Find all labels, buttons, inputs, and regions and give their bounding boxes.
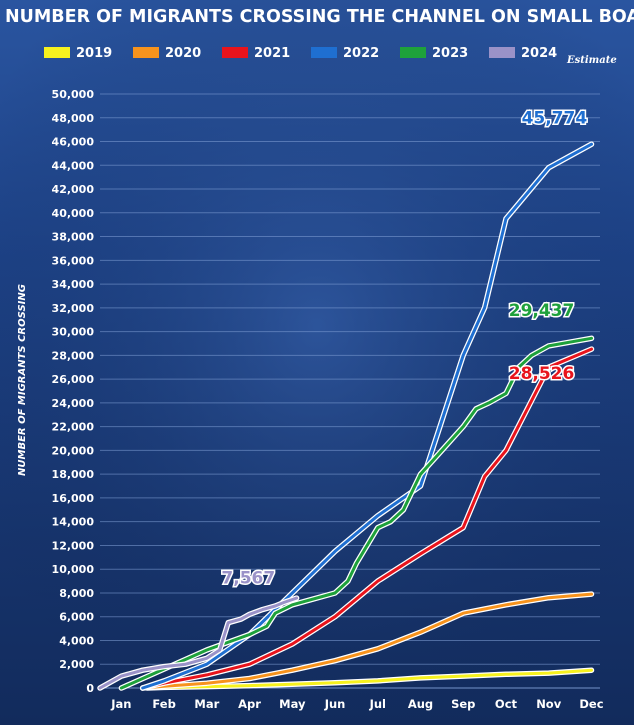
annotations: 45,774 29,437 28,526 7,567 bbox=[220, 107, 589, 590]
x-tick-label-sep: Sep bbox=[451, 697, 475, 711]
y-tick-label: 26,000 bbox=[52, 373, 95, 386]
x-tick-label-may: May bbox=[279, 697, 306, 711]
legend-swatch-2020 bbox=[133, 47, 159, 58]
x-tick-label-jan: Jan bbox=[110, 697, 131, 711]
legend: 2019 2020 2021 2022 2023 2024 bbox=[44, 46, 557, 61]
y-tick-label: 36,000 bbox=[52, 254, 95, 267]
legend-swatch-2023 bbox=[400, 47, 426, 58]
x-tick-label-mar: Mar bbox=[194, 697, 219, 711]
legend-label-2023: 2023 bbox=[432, 46, 468, 61]
y-tick-label: 12,000 bbox=[52, 539, 95, 552]
legend-label-2022: 2022 bbox=[343, 46, 379, 61]
x-tick-label-apr: Apr bbox=[238, 697, 261, 711]
y-tick-label: 42,000 bbox=[52, 183, 95, 196]
x-tick-label-feb: Feb bbox=[152, 697, 175, 711]
y-tick-label: 48,000 bbox=[52, 112, 95, 125]
y-tick-label: 0 bbox=[86, 682, 94, 695]
legend-swatch-2022 bbox=[311, 47, 337, 58]
series-line-2020 bbox=[141, 592, 593, 690]
series-line-2022 bbox=[141, 142, 593, 690]
legend-label-2024: 2024 bbox=[521, 46, 557, 61]
y-tick-label: 50,000 bbox=[52, 88, 95, 101]
y-tick-label: 30,000 bbox=[52, 326, 95, 339]
y-tick-label: 14,000 bbox=[52, 516, 95, 529]
y-axis: 0 2,000 4,000 6,000 8,000 10,000 12,000 14,000 1… bbox=[52, 88, 95, 695]
data-label-2022: 45,774 bbox=[522, 109, 588, 129]
y-tick-label: 8,000 bbox=[59, 587, 94, 600]
y-tick-label: 46,000 bbox=[52, 136, 95, 149]
series-line-2023 bbox=[119, 336, 593, 690]
y-tick-label: 22,000 bbox=[52, 421, 95, 434]
series-lines bbox=[97, 141, 595, 691]
gridlines bbox=[100, 93, 600, 689]
y-tick-label: 24,000 bbox=[52, 397, 95, 410]
data-label-2021: 28,526 bbox=[509, 364, 575, 384]
estimate-note: Estimate bbox=[566, 55, 617, 66]
y-tick-label: 4,000 bbox=[59, 634, 94, 647]
legend-label-2019: 2019 bbox=[76, 46, 112, 61]
y-tick-label: 16,000 bbox=[52, 492, 95, 505]
y-tick-label: 34,000 bbox=[52, 278, 95, 291]
y-tick-label: 10,000 bbox=[52, 563, 95, 576]
data-label-2024: 7,567 bbox=[221, 568, 275, 588]
y-tick-label: 18,000 bbox=[52, 468, 95, 481]
x-tick-label-dec: Dec bbox=[579, 697, 603, 711]
y-tick-label: 40,000 bbox=[52, 207, 95, 220]
x-tick-label-jun: Jun bbox=[324, 697, 346, 711]
legend-swatch-2021 bbox=[222, 47, 248, 58]
chart-title: NUMBER OF MIGRANTS CROSSING THE CHANNEL … bbox=[5, 7, 634, 27]
legend-swatch-2024 bbox=[489, 47, 515, 58]
y-axis-label: NUMBER OF MIGRANTS CROSSING bbox=[17, 284, 28, 476]
data-label-2023: 29,437 bbox=[509, 301, 575, 321]
y-tick-label: 32,000 bbox=[52, 302, 95, 315]
y-tick-label: 20,000 bbox=[52, 444, 95, 457]
legend-swatch-2019 bbox=[44, 47, 70, 58]
x-tick-label-oct: Oct bbox=[495, 697, 518, 711]
y-tick-label: 44,000 bbox=[52, 159, 95, 172]
series-line-2021 bbox=[141, 347, 593, 690]
y-tick-label: 28,000 bbox=[52, 349, 95, 362]
x-tick-label-aug: Aug bbox=[408, 697, 433, 711]
x-axis: Jan Feb Mar Apr May Jun Jul Aug Sep Oct Nov Dec bbox=[110, 697, 603, 711]
legend-label-2021: 2021 bbox=[254, 46, 290, 61]
y-tick-label: 2,000 bbox=[59, 658, 94, 671]
x-tick-label-jul: Jul bbox=[369, 697, 386, 711]
y-tick-label: 38,000 bbox=[52, 231, 95, 244]
series-line-2024 bbox=[98, 596, 299, 690]
x-tick-label-nov: Nov bbox=[536, 697, 562, 711]
legend-label-2020: 2020 bbox=[165, 46, 201, 61]
y-tick-label: 6,000 bbox=[59, 611, 94, 624]
series-line-2019 bbox=[145, 668, 593, 690]
